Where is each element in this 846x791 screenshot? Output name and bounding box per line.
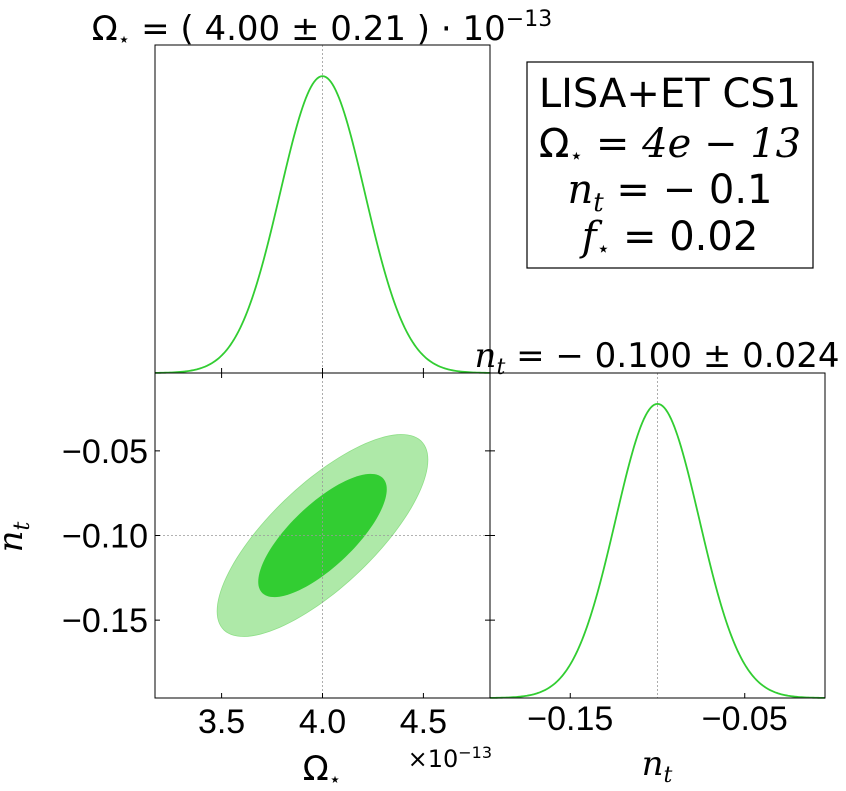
legend-line-1: LISA+ET CS1 <box>539 71 801 117</box>
legend-line-4: f⋆ = 0.02 <box>579 214 759 262</box>
x-tick-label-nt: −0.05 <box>702 700 788 738</box>
legend-box: LISA+ET CS1 Ω⋆ = 4e − 13 nt = − 0.1 f⋆ =… <box>526 61 814 269</box>
x-tick-label-omega: 3.5 <box>198 703 245 741</box>
x-tick-label-omega: 4.5 <box>400 703 447 741</box>
y-tick-label-nt: −0.10 <box>62 518 148 556</box>
x-tick-label-omega: 4.0 <box>299 703 346 741</box>
legend-line-2: Ω⋆ = 4e − 13 <box>539 121 801 169</box>
x-axis-label-omega: Ω⋆ <box>303 749 342 791</box>
x-offset-label: ×10−13 <box>408 743 492 773</box>
contour-68 <box>258 473 387 598</box>
x-tick-label-nt: −0.15 <box>527 700 613 738</box>
omega-title: Ω⋆ = ( 4.00 ± 0.21 ) · 10−13 <box>92 7 552 51</box>
omega-marginal-curve <box>154 75 491 374</box>
x-axis-label-nt: nt <box>642 744 673 788</box>
y-tick-label-nt: −0.15 <box>62 602 148 640</box>
nt-title: nt = − 0.100 ± 0.024 <box>475 336 840 380</box>
legend-line-3: nt = − 0.1 <box>567 167 772 218</box>
nt-marginal-curve <box>489 402 826 699</box>
y-tick-label-nt: −0.05 <box>62 433 148 471</box>
y-axis-label-nt: nt <box>0 521 35 552</box>
